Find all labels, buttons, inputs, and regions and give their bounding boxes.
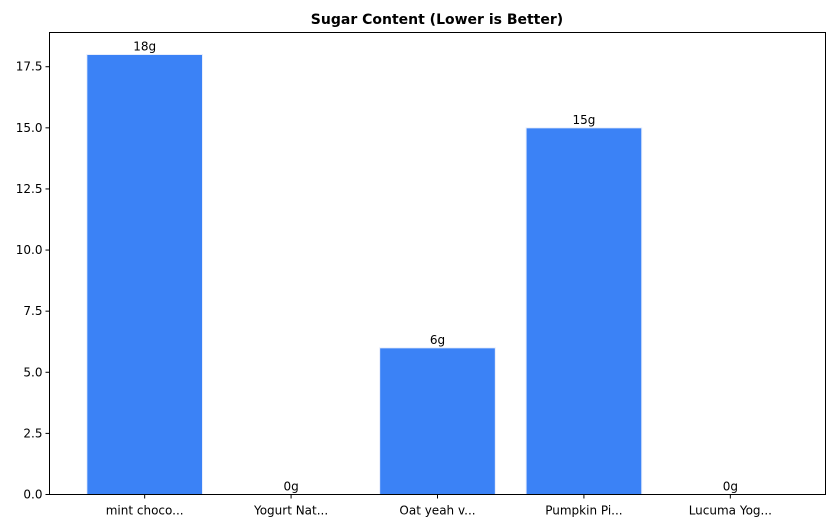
y-tick-label: 15.0 (16, 121, 43, 135)
x-tick-label: Lucuma Yog... (689, 504, 772, 518)
bar (86, 54, 204, 495)
x-tick-label: Pumpkin Pi... (545, 504, 622, 518)
data-label: 15g (572, 113, 595, 127)
x-tick-label: mint choco... (106, 504, 184, 518)
x-tick-label: Yogurt Nat... (253, 504, 328, 518)
x-tick-label: Oat yeah v... (399, 504, 475, 518)
y-tick-label: 0.0 (23, 488, 42, 502)
data-label: 0g (283, 480, 298, 494)
plot-frame (49, 32, 826, 495)
data-label: 6g (430, 333, 445, 347)
y-tick-label: 7.5 (23, 304, 42, 318)
bar (525, 127, 643, 495)
y-tick-label: 12.5 (16, 182, 43, 196)
y-tick-label: 5.0 (23, 365, 42, 379)
y-tick-label: 17.5 (16, 60, 43, 74)
y-tick-label: 10.0 (16, 243, 43, 257)
data-label: 18g (133, 40, 156, 54)
data-label: 0g (723, 480, 738, 494)
chart-title: Sugar Content (Lower is Better) (311, 12, 563, 28)
bar (379, 347, 496, 496)
y-tick-label: 2.5 (23, 426, 42, 440)
